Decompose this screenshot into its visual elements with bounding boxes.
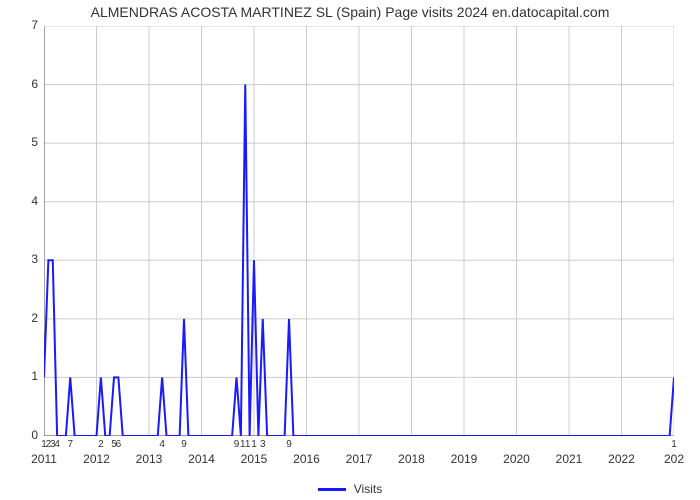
x-major-tick-label: 2012	[83, 452, 110, 466]
x-major-tick-label: 2013	[136, 452, 163, 466]
x-minor-tick-label: 2	[98, 439, 104, 450]
x-minor-tick-label: 1	[251, 439, 257, 450]
x-major-tick-label: 2015	[241, 452, 268, 466]
y-tick-label: 4	[8, 194, 38, 208]
y-tick-label: 0	[8, 428, 38, 442]
y-tick-label: 5	[8, 135, 38, 149]
x-major-tick-label: 2022	[608, 452, 635, 466]
chart-title: ALMENDRAS ACOSTA MARTINEZ SL (Spain) Pag…	[0, 4, 700, 20]
x-minor-tick-label: 9	[234, 439, 240, 450]
x-major-tick-label: 2021	[556, 452, 583, 466]
x-major-tick-label: 2016	[293, 452, 320, 466]
plot-area	[44, 26, 674, 436]
x-major-tick-label: 2014	[188, 452, 215, 466]
x-major-tick-label: 202	[664, 452, 684, 466]
chart-svg	[44, 26, 674, 436]
y-tick-label: 3	[8, 252, 38, 266]
x-minor-tick-label: 6	[116, 439, 122, 450]
x-minor-tick-label: 11	[240, 439, 250, 450]
legend: Visits	[0, 478, 700, 497]
x-major-tick-label: 2019	[451, 452, 478, 466]
x-major-tick-label: 2011	[31, 452, 57, 466]
legend-label: Visits	[354, 482, 382, 496]
legend-item-visits: Visits	[318, 482, 382, 496]
y-tick-label: 2	[8, 311, 38, 325]
x-major-tick-label: 2018	[398, 452, 425, 466]
x-minor-tick-label: 4	[54, 439, 60, 450]
x-minor-tick-label: 1	[671, 439, 677, 450]
x-minor-tick-label: 7	[67, 439, 73, 450]
x-minor-tick-label: 9	[286, 439, 292, 450]
y-tick-label: 7	[8, 18, 38, 32]
legend-swatch	[318, 488, 346, 491]
y-tick-label: 1	[8, 369, 38, 383]
x-minor-tick-label: 4	[159, 439, 165, 450]
x-minor-tick-label: 9	[181, 439, 187, 450]
x-major-tick-label: 2017	[346, 452, 373, 466]
y-tick-label: 6	[8, 77, 38, 91]
x-major-tick-label: 2020	[503, 452, 530, 466]
chart-container: ALMENDRAS ACOSTA MARTINEZ SL (Spain) Pag…	[0, 0, 700, 500]
x-minor-tick-label: 3	[260, 439, 266, 450]
